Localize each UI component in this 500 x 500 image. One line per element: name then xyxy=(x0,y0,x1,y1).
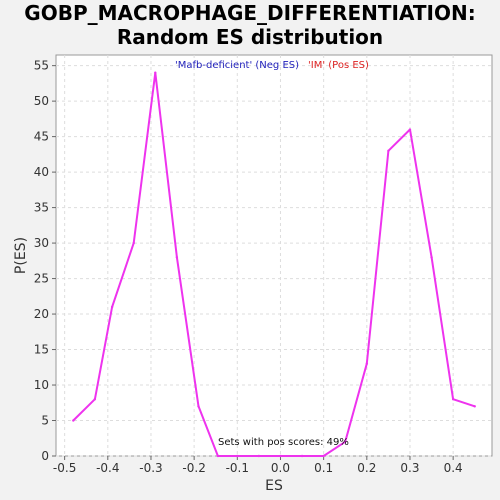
y-tick-label: 50 xyxy=(34,94,49,108)
series-point xyxy=(408,128,412,131)
series-point xyxy=(322,454,325,458)
x-tick-label: -0.4 xyxy=(96,461,119,475)
series-point xyxy=(365,362,369,365)
series-point xyxy=(72,419,75,422)
series-point xyxy=(300,454,304,458)
pos-scores-annotation: Sets with pos scores: 49% xyxy=(218,437,349,448)
chart-title-line1: GOBP_MACROPHAGE_DIFFERENTIATION: xyxy=(24,1,475,25)
series-point xyxy=(451,398,455,401)
x-tick-label: 0.3 xyxy=(400,461,419,475)
series-point xyxy=(110,305,114,309)
y-tick-label: 25 xyxy=(34,272,49,286)
axes: 0 5 10 15 20 25 30 35 40 45 50 55 -0.5 -0.4 -0.3 -0.2 -0… xyxy=(34,59,463,475)
series-point xyxy=(175,256,179,259)
y-tick-label: 15 xyxy=(34,343,49,357)
x-tick-label: -0.5 xyxy=(53,461,76,475)
legend-neg-es: 'Mafb-deficient' (Neg ES) xyxy=(175,60,299,71)
x-tick-label: -0.1 xyxy=(226,461,249,475)
x-tick-label: 0.1 xyxy=(314,461,333,475)
y-tick-label: 0 xyxy=(41,449,49,463)
plot-area xyxy=(55,54,493,457)
y-tick-label: 35 xyxy=(34,201,49,215)
y-tick-label: 10 xyxy=(34,378,49,392)
chart-title-line2: Random ES distribution xyxy=(117,25,383,49)
y-tick-label: 55 xyxy=(34,59,49,73)
series-point xyxy=(430,256,433,259)
series-point xyxy=(279,454,282,458)
x-tick-label: -0.3 xyxy=(139,461,162,475)
series-point xyxy=(473,405,476,408)
y-tick-label: 20 xyxy=(34,307,49,321)
x-tick-label: 0.2 xyxy=(357,461,376,475)
y-tick-label: 45 xyxy=(34,130,49,144)
series-point xyxy=(132,241,135,245)
y-tick-label: 5 xyxy=(41,414,49,428)
series-point xyxy=(197,405,200,408)
series-point xyxy=(344,440,347,444)
x-tick-label: -0.2 xyxy=(182,461,205,475)
series-point xyxy=(154,71,157,74)
series-point xyxy=(257,454,261,458)
y-tick-label: 30 xyxy=(34,236,49,250)
series-line xyxy=(72,71,476,457)
x-axis-label: ES xyxy=(265,478,283,494)
series-layer xyxy=(72,71,476,458)
legend-pos-es: 'IM' (Pos ES) xyxy=(308,60,369,71)
series-point xyxy=(236,454,239,458)
series-point xyxy=(216,454,220,458)
series-point xyxy=(387,149,390,153)
y-tick-label: 40 xyxy=(34,165,49,179)
series-point xyxy=(93,398,97,401)
x-tick-label: 0.4 xyxy=(444,461,463,475)
grid-lines xyxy=(56,55,492,457)
y-axis-label: P(ES) xyxy=(13,237,29,274)
x-tick-label: 0.0 xyxy=(271,461,290,475)
